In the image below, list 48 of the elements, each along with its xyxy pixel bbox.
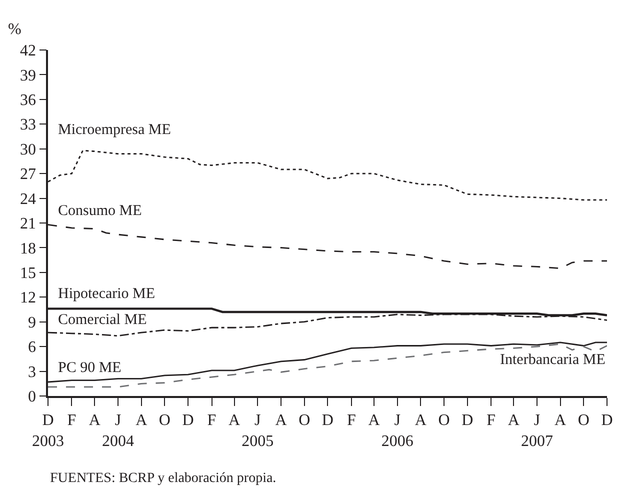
x-tick-label: D (462, 412, 474, 429)
y-tick-label: 6 (28, 339, 36, 356)
series-label: Microempresa ME (58, 122, 171, 138)
x-tick-label: F (486, 412, 496, 429)
x-tick-label: J 2005 (242, 412, 274, 450)
y-tick-label: 0 (28, 388, 36, 406)
x-tick-label: A (554, 412, 567, 429)
x-tick-label: A (228, 412, 241, 429)
y-tick-label: 36 (20, 92, 36, 110)
y-axis-title: % (8, 21, 22, 38)
y-tick-label: 3 (28, 364, 36, 381)
y-tick-label: 33 (20, 116, 36, 134)
y-tick-label: 30 (20, 141, 36, 158)
y-tick-label: 24 (20, 190, 36, 208)
x-tick-label: J 2007 (520, 412, 553, 450)
x-tick-label: D (182, 412, 194, 429)
y-tick-label: 42 (20, 42, 36, 60)
x-tick-label: O (438, 412, 450, 429)
series-label: Comercial ME (58, 312, 147, 328)
y-tick-label: 18 (20, 240, 36, 258)
x-tick-label: D 2003 (32, 412, 64, 450)
x-tick-label: D (322, 412, 334, 429)
y-tick-label: 9 (28, 314, 36, 332)
series-label: PC 90 ME (58, 360, 122, 376)
source-note: FUENTES: BCRP y elaboración propia. (50, 471, 276, 486)
y-tick-label: 15 (20, 265, 36, 282)
x-tick-label: O (298, 412, 310, 429)
x-tick-label: J 2006 (381, 412, 414, 450)
series-label: Consumo ME (58, 203, 142, 219)
y-tick-label: 27 (20, 166, 36, 184)
x-tick-label: A (88, 412, 101, 429)
x-tick-label: F (67, 412, 76, 429)
x-tick-label: F (207, 412, 216, 429)
x-tick-label: J 2004 (102, 412, 134, 450)
y-tick-label: 12 (20, 290, 36, 307)
y-tick-label: 21 (20, 216, 36, 233)
x-tick-label: O (158, 412, 170, 429)
x-tick-label: O (578, 412, 590, 429)
x-tick-label: A (275, 412, 288, 429)
y-tick-label: 39 (20, 67, 36, 84)
series-label: Hipotecario ME (58, 286, 156, 302)
x-tick-label: D (601, 412, 613, 429)
x-tick-label: A (508, 412, 520, 429)
x-tick-label: A (368, 412, 380, 429)
x-tick-label: A (414, 412, 427, 429)
x-tick-label: A (136, 412, 148, 429)
series-label: Interbancaria ME (500, 352, 606, 368)
x-tick-label: F (346, 412, 356, 429)
